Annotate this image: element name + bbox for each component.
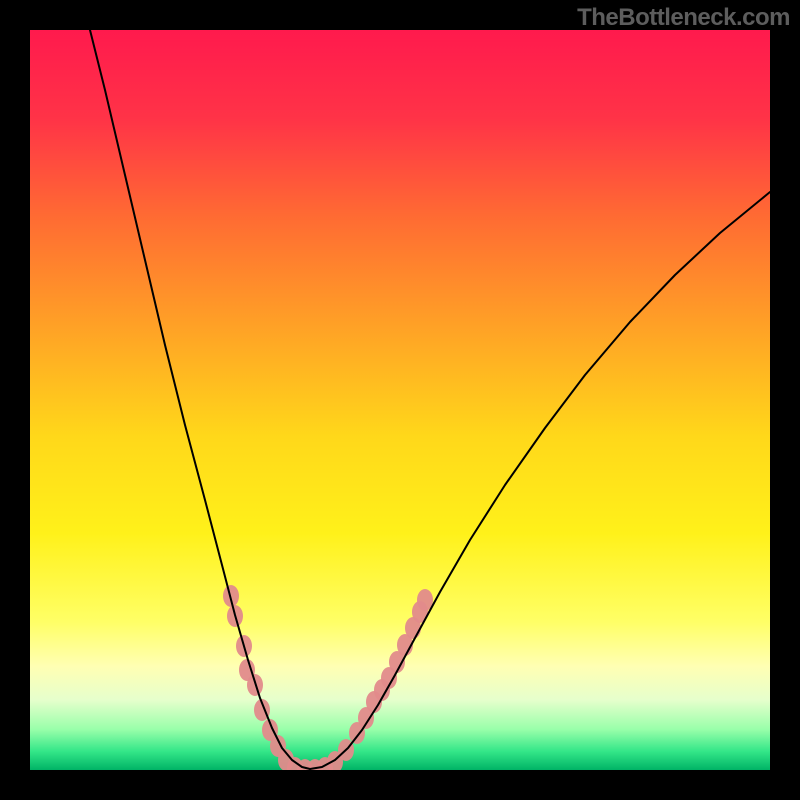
chart-plot-area [30,30,770,770]
chart-outer-frame: TheBottleneck.com [0,0,800,800]
watermark-text: TheBottleneck.com [577,4,790,32]
chart-svg [30,30,770,770]
